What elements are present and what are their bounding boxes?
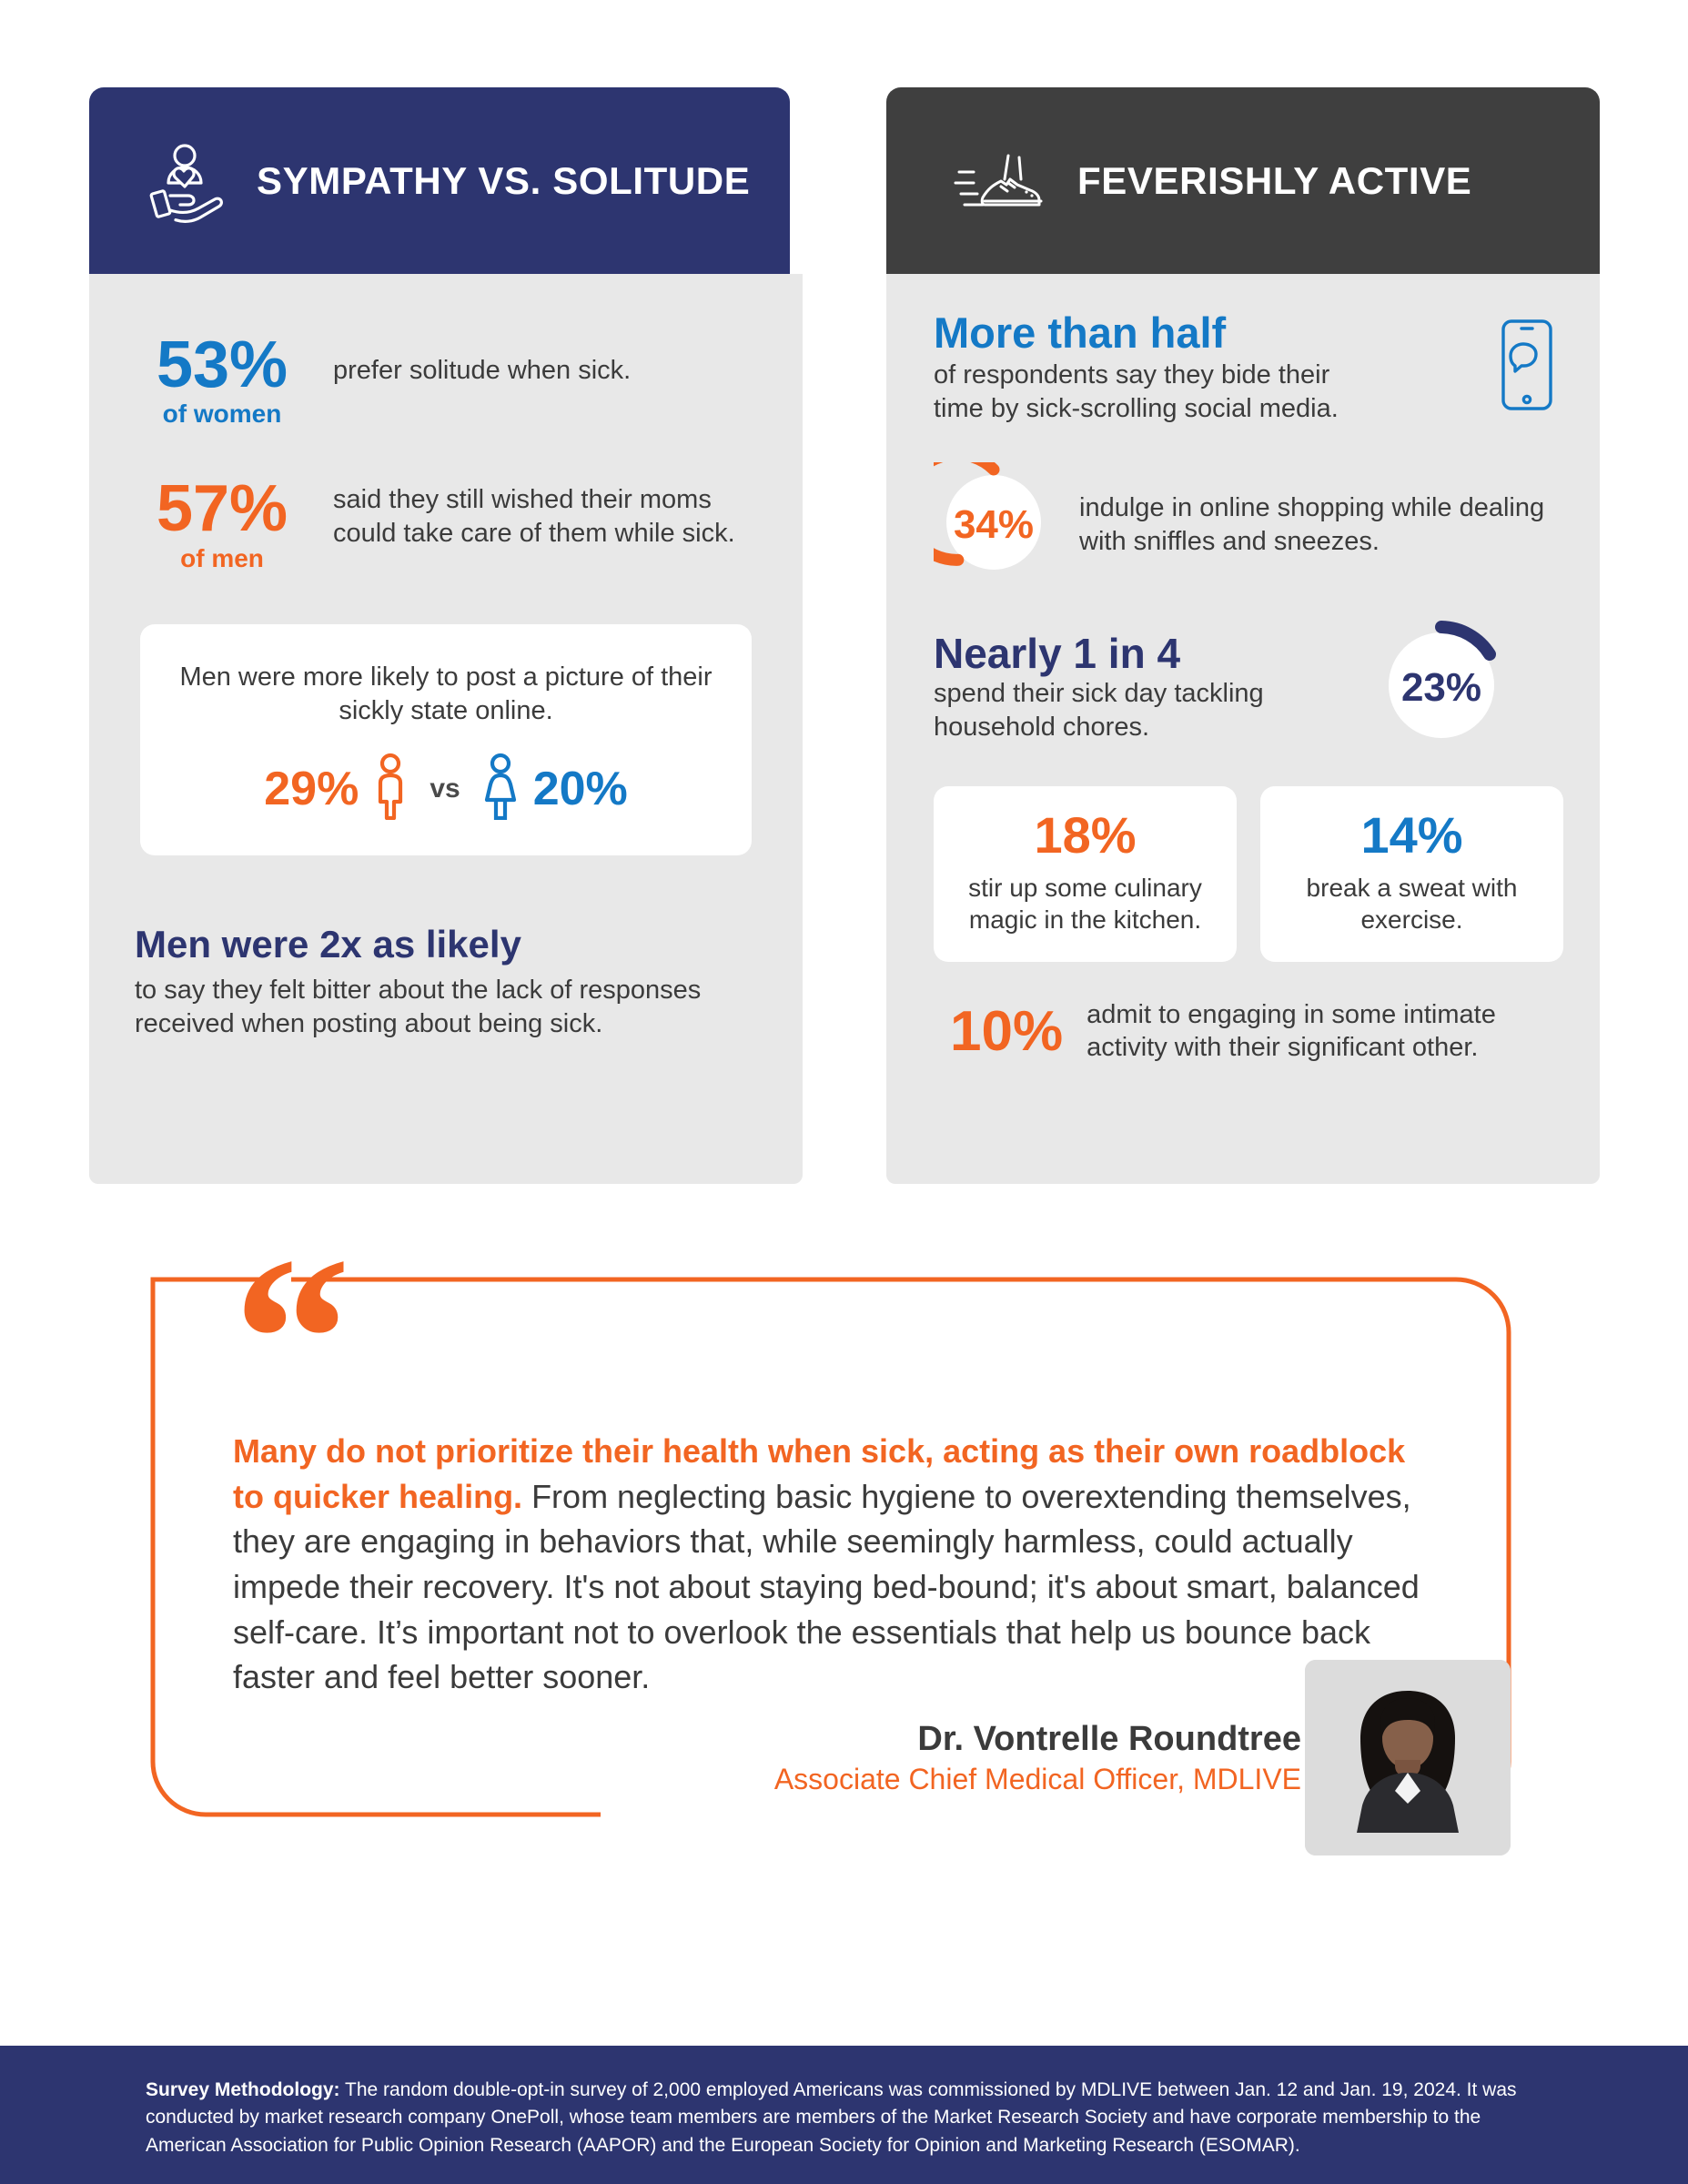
stat-men-number: 57%: [156, 472, 288, 546]
right-panel-body: More than half of respondents say they b…: [886, 274, 1600, 1184]
one-in-four-block: Nearly 1 in 4 spend their sick day tackl…: [934, 620, 1563, 755]
donut-34-text: indulge in online shopping while dealing…: [1079, 492, 1545, 556]
intimacy-stat-number: 10%: [950, 999, 1064, 1063]
more-than-half-block: More than half of respondents say they b…: [934, 310, 1563, 426]
minicard-culinary-text: stir up some culinary magic in the kitch…: [968, 874, 1202, 935]
stat-row-men: 57% of men said they still wished their …: [131, 472, 761, 572]
quote-block: “ Many do not prioritize their health wh…: [146, 1221, 1520, 1855]
running-shoe-icon: [952, 139, 1043, 223]
quote-mark-icon: “: [233, 1208, 351, 1471]
donut-34-chart: 34%: [897, 448, 1054, 587]
stat-women-number-block: 53% of women: [131, 329, 313, 429]
donut-23-value: 23%: [1400, 664, 1482, 710]
picture-post-card: Men were more likely to post a picture o…: [140, 623, 752, 856]
quote-rest: From neglecting basic hygiene to overext…: [233, 1477, 1420, 1696]
stat-women-sublabel: of women: [162, 399, 282, 429]
stat-men-text: said they still wished their moms could …: [333, 485, 735, 548]
intimacy-stat-text: admit to engaging in some intimate activ…: [1087, 999, 1496, 1063]
panels-container: SYMPATHY VS. SOLITUDE 53% of women prefe…: [89, 87, 1600, 1184]
one-in-four-body: spend their sick day tackling household …: [934, 678, 1264, 742]
quote-text: Many do not prioritize their health when…: [233, 1429, 1443, 1700]
author-role: Associate Chief Medical Officer, MDLIVE: [773, 1763, 1301, 1795]
stat-women-number: 53%: [156, 329, 288, 401]
men-2x-claim: Men were 2x as likely to say they felt b…: [135, 923, 757, 1041]
versus-label: vs: [430, 773, 460, 804]
stat-row-women: 53% of women prefer solitude when sick.: [131, 329, 761, 429]
left-panel-title: SYMPATHY VS. SOLITUDE: [257, 158, 751, 202]
quote-highlight: Many do not prioritize their health when…: [233, 1432, 1406, 1515]
minicard-exercise: 14% break a sweat with exercise.: [1260, 786, 1563, 962]
men-2x-body: to say they felt bitter about the lack o…: [135, 976, 702, 1039]
gender-comparison-row: 29% vs: [167, 753, 724, 824]
left-panel-header: SYMPATHY VS. SOLITUDE: [89, 87, 790, 274]
intimacy-stat-row: 10% admit to engaging in some intimate a…: [934, 998, 1563, 1065]
minicard-culinary: 18% stir up some culinary magic in the k…: [934, 786, 1237, 962]
minicard-culinary-number: 18%: [1034, 806, 1137, 864]
stat-men-number-block: 57% of men: [131, 472, 313, 572]
male-figure-icon: [369, 753, 411, 824]
left-panel-body: 53% of women prefer solitude when sick. …: [89, 274, 803, 1184]
donut-34-row: 34% indulge in online shopping while dea…: [897, 448, 1563, 587]
minicard-exercise-text: break a sweat with exercise.: [1306, 874, 1518, 935]
footer-label: Survey Methodology:: [146, 2079, 340, 2100]
hand-holding-heart-icon: [146, 139, 229, 223]
picture-post-card-text: Men were more likely to post a picture o…: [179, 662, 713, 726]
right-panel-title: FEVERISHLY ACTIVE: [1077, 158, 1472, 202]
more-than-half-headline: More than half: [934, 308, 1227, 357]
footer-body: The random double-opt-in survey of 2,000…: [146, 2079, 1517, 2156]
one-in-four-headline: Nearly 1 in 4: [934, 629, 1181, 677]
minicard-exercise-number: 14%: [1360, 806, 1463, 864]
more-than-half-body: of respondents say they bide their time …: [934, 360, 1339, 424]
author-name: Dr. Vontrelle Roundtree: [917, 1720, 1301, 1758]
female-figure-icon: [479, 753, 522, 824]
panel-feverishly-active: FEVERISHLY ACTIVE More than half of resp…: [886, 87, 1600, 1184]
men-2x-headline: Men were 2x as likely: [135, 923, 521, 966]
minicards-row: 18% stir up some culinary magic in the k…: [934, 786, 1563, 962]
male-percentage: 29%: [264, 762, 359, 815]
right-panel-header: FEVERISHLY ACTIVE: [886, 87, 1600, 274]
panel-sympathy-vs-solitude: SYMPATHY VS. SOLITUDE 53% of women prefe…: [89, 87, 803, 1184]
female-percentage: 20%: [532, 762, 628, 815]
donut-23-chart: 23%: [1376, 620, 1507, 755]
author-headshot: [1305, 1660, 1511, 1855]
footer-text: Survey Methodology: The random double-op…: [146, 2077, 1552, 2159]
stat-women-text: prefer solitude when sick.: [333, 356, 632, 385]
smartphone-icon: [1489, 316, 1563, 419]
footer-methodology: Survey Methodology: The random double-op…: [0, 2046, 1688, 2184]
quote-attribution: Dr. Vontrelle Roundtree Associate Chief …: [774, 1720, 1301, 1796]
stat-men-sublabel: of men: [180, 543, 264, 572]
donut-34-value: 34%: [953, 501, 1035, 547]
